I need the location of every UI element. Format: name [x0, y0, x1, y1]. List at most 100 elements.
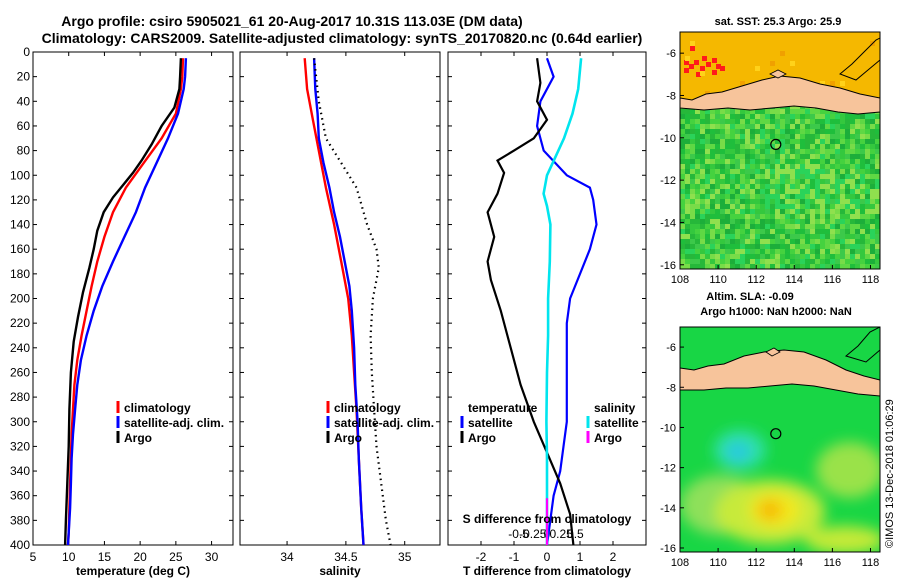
sst-pixel: [770, 169, 775, 174]
sst-pixel: [735, 199, 740, 204]
salinity-axes-box: [239, 51, 441, 546]
sst-pixel: [860, 219, 865, 224]
sst-pixel: [720, 204, 725, 209]
sst-pixel: [745, 164, 750, 169]
sst-pixel: [680, 109, 685, 114]
sst-pixel: [810, 134, 815, 139]
sst-pixel: [865, 214, 870, 219]
sst-pixel: [770, 149, 775, 154]
sst-pixel: [705, 114, 710, 119]
sst-pixel: [805, 219, 810, 224]
sst-pixel: [725, 259, 730, 264]
sst-pixel: [810, 204, 815, 209]
sst-pixel: [860, 229, 865, 234]
sst-pixel: [755, 159, 760, 164]
sst-pixel: [710, 254, 715, 259]
sst-pixel: [695, 124, 700, 129]
sst-pixel: [760, 204, 765, 209]
sst-pixel: [685, 164, 690, 169]
sst-pixel: [845, 229, 850, 234]
sst-pixel: [720, 184, 725, 189]
sst-pixel: [775, 224, 780, 229]
sst-pixel: [710, 249, 715, 254]
sst-pixel: [800, 109, 805, 114]
sst-pixel: [715, 264, 720, 269]
sst-pixel: [770, 119, 775, 124]
sst-pixel: [735, 239, 740, 244]
sst-pixel: [710, 114, 715, 119]
sst-pixel: [720, 239, 725, 244]
sst-pixel: [810, 209, 815, 214]
sla-map-title: Altim. SLA: -0.09: [706, 291, 793, 303]
sst-pixel: [800, 204, 805, 209]
sst-pixel: [810, 229, 815, 234]
sla-blobs: [680, 430, 880, 552]
sst-pixel: [820, 139, 825, 144]
sst-pixel: [765, 144, 770, 149]
sst-pixel: [755, 214, 760, 219]
s-tick-label: -0.5: [508, 527, 529, 541]
sst-pixel: [865, 249, 870, 254]
sst-pixel: [855, 119, 860, 124]
sst-pixel: [795, 219, 800, 224]
sst-pixel: [740, 254, 745, 259]
sst-pixel: [770, 244, 775, 249]
sst-pixel: [830, 179, 835, 184]
sst-pixel: [815, 114, 820, 119]
x-tick-label: 34.5: [334, 550, 358, 564]
sst-pixel: [870, 184, 875, 189]
sst-pixel: [720, 234, 725, 239]
sst-pixel: [710, 129, 715, 134]
sst-pixel: [820, 194, 825, 199]
sst-pixel: [855, 149, 860, 154]
sst-pixel: [795, 149, 800, 154]
sst-pixel: [845, 204, 850, 209]
sst-pixel: [775, 199, 780, 204]
sst-pixel: [715, 154, 720, 159]
sst-pixel: [750, 109, 755, 114]
difference-y-ticks: [448, 51, 646, 546]
sst-pixel: [735, 214, 740, 219]
sst-pixel: [830, 259, 835, 264]
sst-pixel: [730, 259, 735, 264]
sst-pixel: [690, 109, 695, 114]
sst-pixel: [835, 164, 840, 169]
sst-pixel: [690, 204, 695, 209]
sst-hot-pixel: [694, 60, 699, 65]
sst-pixel: [705, 174, 710, 179]
map-y-tick-label: -14: [660, 503, 676, 515]
sst-pixel: [775, 214, 780, 219]
map-x-tick-label: 118: [862, 557, 880, 569]
sst-pixel: [700, 169, 705, 174]
temperature-legend: climatology satellite-adj. clim. Argo: [116, 401, 224, 445]
sst-pixel: [790, 199, 795, 204]
sst-pixel: [710, 194, 715, 199]
sst-pixel: [695, 214, 700, 219]
sst-pixel: [790, 229, 795, 234]
x-tick-label: 30: [205, 550, 219, 564]
sst-pixel: [780, 204, 785, 209]
sla-argo-location-marker: [770, 428, 782, 440]
sst-pixel: [680, 229, 685, 234]
sst-pixel: [750, 199, 755, 204]
sst-pixel: [830, 214, 835, 219]
sst-pixel: [750, 174, 755, 179]
sst-pixel: [735, 184, 740, 189]
sst-pixel: [795, 194, 800, 199]
sst-pixel: [795, 199, 800, 204]
sst-pixel: [815, 154, 820, 159]
sst-pixel: [705, 209, 710, 214]
sst-pixel: [865, 144, 870, 149]
sst-pixel: [780, 264, 785, 269]
sst-pixel: [710, 184, 715, 189]
sst-pixel: [750, 154, 755, 159]
sst-pixel: [695, 144, 700, 149]
sst-pixel: [875, 219, 880, 224]
sst-pixel: [865, 189, 870, 194]
sst-pixel: [735, 189, 740, 194]
sst-pixel: [685, 114, 690, 119]
sst-pixel: [760, 139, 765, 144]
sst-pixel: [830, 174, 835, 179]
sst-pixel: [875, 164, 880, 169]
x-tick-label: 10: [62, 550, 76, 564]
